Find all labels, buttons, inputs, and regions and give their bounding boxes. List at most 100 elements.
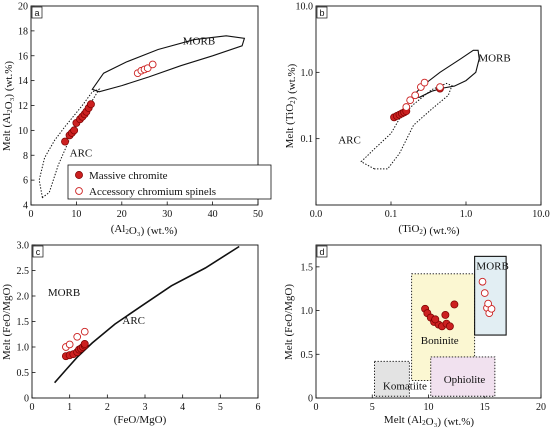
- y-tick-label: 18: [18, 26, 28, 37]
- x-tick-label: 20: [536, 402, 546, 413]
- arc-label: ARC: [122, 315, 145, 327]
- accessory-spinel-point: [480, 289, 489, 297]
- boninite-label: Boninite: [421, 335, 459, 347]
- x-tick-label: 10: [71, 209, 81, 220]
- x-tick-label: 1.0: [460, 209, 473, 220]
- series-massive-chromite: [61, 339, 89, 361]
- panel-letter-box: [32, 245, 44, 258]
- accessory-spinel-point: [478, 277, 487, 286]
- x-tick-label: 50: [253, 209, 263, 220]
- x-axis-label: Melt (Al2O₃) (wt.%): [384, 414, 474, 428]
- x-tick-label: 0: [30, 402, 35, 413]
- accessory-spinel-point: [411, 91, 420, 100]
- y-tick-label: 16: [18, 51, 28, 62]
- y-tick-label: 1.0: [301, 306, 314, 317]
- y-tick-label: 6: [23, 176, 28, 187]
- y-tick-label: 14: [18, 76, 28, 87]
- massive-chromite-point: [80, 339, 89, 348]
- morb-label: MORB: [478, 53, 510, 65]
- morb-field: [91, 35, 246, 93]
- accessory-spinel-point: [420, 78, 429, 87]
- accessory-spinel-point: [406, 96, 414, 105]
- accessory-spinel-point: [484, 299, 492, 308]
- accessory-spinel-point: [65, 340, 74, 349]
- y-tick-label: 0.5: [301, 350, 314, 361]
- accessory-spinel-point: [143, 64, 152, 73]
- panel-b: 0.0 0.1 1.0 10.0 0.1 1.0 10.0 b MORB ARC (TiO2) (w…: [284, 2, 550, 238]
- y-axis-label: Melt (FeO/MgO): [283, 284, 295, 360]
- legend-accessory-spinels-label: Accessory chromium spinels: [89, 186, 216, 198]
- komatiite-label: Komatiite: [383, 380, 427, 392]
- series-accessory-spinels: [133, 60, 157, 78]
- y-tick-label: 4: [23, 201, 28, 212]
- accessory-spinel-point: [73, 332, 82, 341]
- panel-c: 0 1 2 3 4 5 6 0 0.5 1.0 1.5 2.0 2.5 3.0 c MORB ARC (FeO/M…: [1, 241, 261, 427]
- ophiolite-field: [430, 356, 496, 397]
- y-axis-label: Melt (Al2O₃) (wt.%): [1, 61, 15, 151]
- accessory-spinel-point: [148, 60, 157, 69]
- panel-a: 0 10 20 30 40 50 4 6 8 10 12 14 16 18 20 a MORB ARC Massiv…: [1, 2, 272, 237]
- massive-chromite-point: [61, 137, 70, 146]
- panel-letter-box: [31, 6, 43, 19]
- legend-accessory-spinels-marker: [75, 187, 83, 195]
- x-tick-label: 0.1: [385, 209, 398, 220]
- x-tick-label: 0.0: [310, 209, 323, 220]
- morb-label: MORB: [476, 260, 508, 272]
- massive-chromite-point: [86, 100, 95, 109]
- y-tick-label: 0.5: [17, 368, 30, 379]
- massive-chromite-point: [431, 315, 440, 324]
- y-tick-label: 1.0: [17, 343, 30, 354]
- arc-label: ARC: [70, 147, 93, 159]
- y-tick-label: 10.0: [296, 2, 314, 13]
- accessory-spinel-point: [402, 103, 411, 111]
- y-tick-label: 2.0: [17, 292, 30, 303]
- y-tick-label: 1.5: [17, 317, 30, 328]
- accessory-spinel-point: [436, 83, 444, 91]
- y-tick-label: 2.5: [17, 266, 30, 277]
- y-tick-label: 8: [23, 151, 28, 162]
- massive-chromite-point: [441, 310, 450, 319]
- panel-d: 0 5 10 15 20 0 0.5 1.0 1.5 d MORB Boninite Komatiite…: [283, 244, 546, 428]
- panel-letter-box: [316, 245, 328, 258]
- morb-label: MORB: [48, 287, 80, 299]
- panel-letter: c: [36, 247, 41, 257]
- series-accessory-spinels: [402, 78, 444, 111]
- panel-letter: b: [319, 8, 324, 18]
- x-axis-label: (TiO2) (wt.%): [398, 223, 459, 237]
- x-tick-label: 10: [424, 402, 434, 413]
- panel-letter: a: [34, 8, 39, 18]
- arc-label: ARC: [338, 134, 361, 146]
- massive-chromite-point: [70, 126, 79, 135]
- arc-field: [360, 82, 453, 170]
- x-tick-label: 0: [29, 209, 34, 220]
- series-accessory-spinels: [478, 277, 496, 318]
- legend: Massive chromite Accessory chromium spine…: [67, 164, 272, 200]
- x-tick-label: 40: [208, 209, 218, 220]
- x-tick-label: 3: [143, 402, 148, 413]
- x-tick-label: 20: [117, 209, 127, 220]
- y-tick-label: 12: [18, 101, 28, 112]
- panel-letter: d: [319, 247, 324, 257]
- x-tick-label: 0: [314, 402, 319, 413]
- morb-field: [410, 49, 480, 98]
- x-tick-label: 4: [180, 402, 185, 413]
- ophiolite-label: Ophiolite: [444, 374, 486, 386]
- x-tick-label: 15: [480, 402, 490, 413]
- y-tick-label: 10: [18, 126, 28, 137]
- morb-label: MORB: [183, 36, 215, 48]
- x-tick-label: 1: [67, 402, 72, 413]
- series-massive-chromite: [61, 100, 95, 146]
- morb-field: [474, 255, 507, 336]
- series-massive-chromite: [421, 300, 459, 331]
- x-tick-label: 10.0: [532, 209, 550, 220]
- y-tick-label: 1.0: [301, 68, 314, 79]
- x-tick-label: 30: [162, 209, 172, 220]
- legend-massive-chromite-marker: [75, 171, 83, 179]
- legend-massive-chromite-label: Massive chromite: [89, 170, 168, 182]
- x-axis-label: (FeO/MgO): [114, 414, 167, 426]
- x-tick-label: 2: [105, 402, 110, 413]
- panel-letter-box: [316, 6, 328, 19]
- y-tick-label: 1.5: [301, 262, 314, 273]
- y-axis-label: Melt (FeO/MgO): [1, 284, 13, 360]
- legend-box: [67, 164, 272, 200]
